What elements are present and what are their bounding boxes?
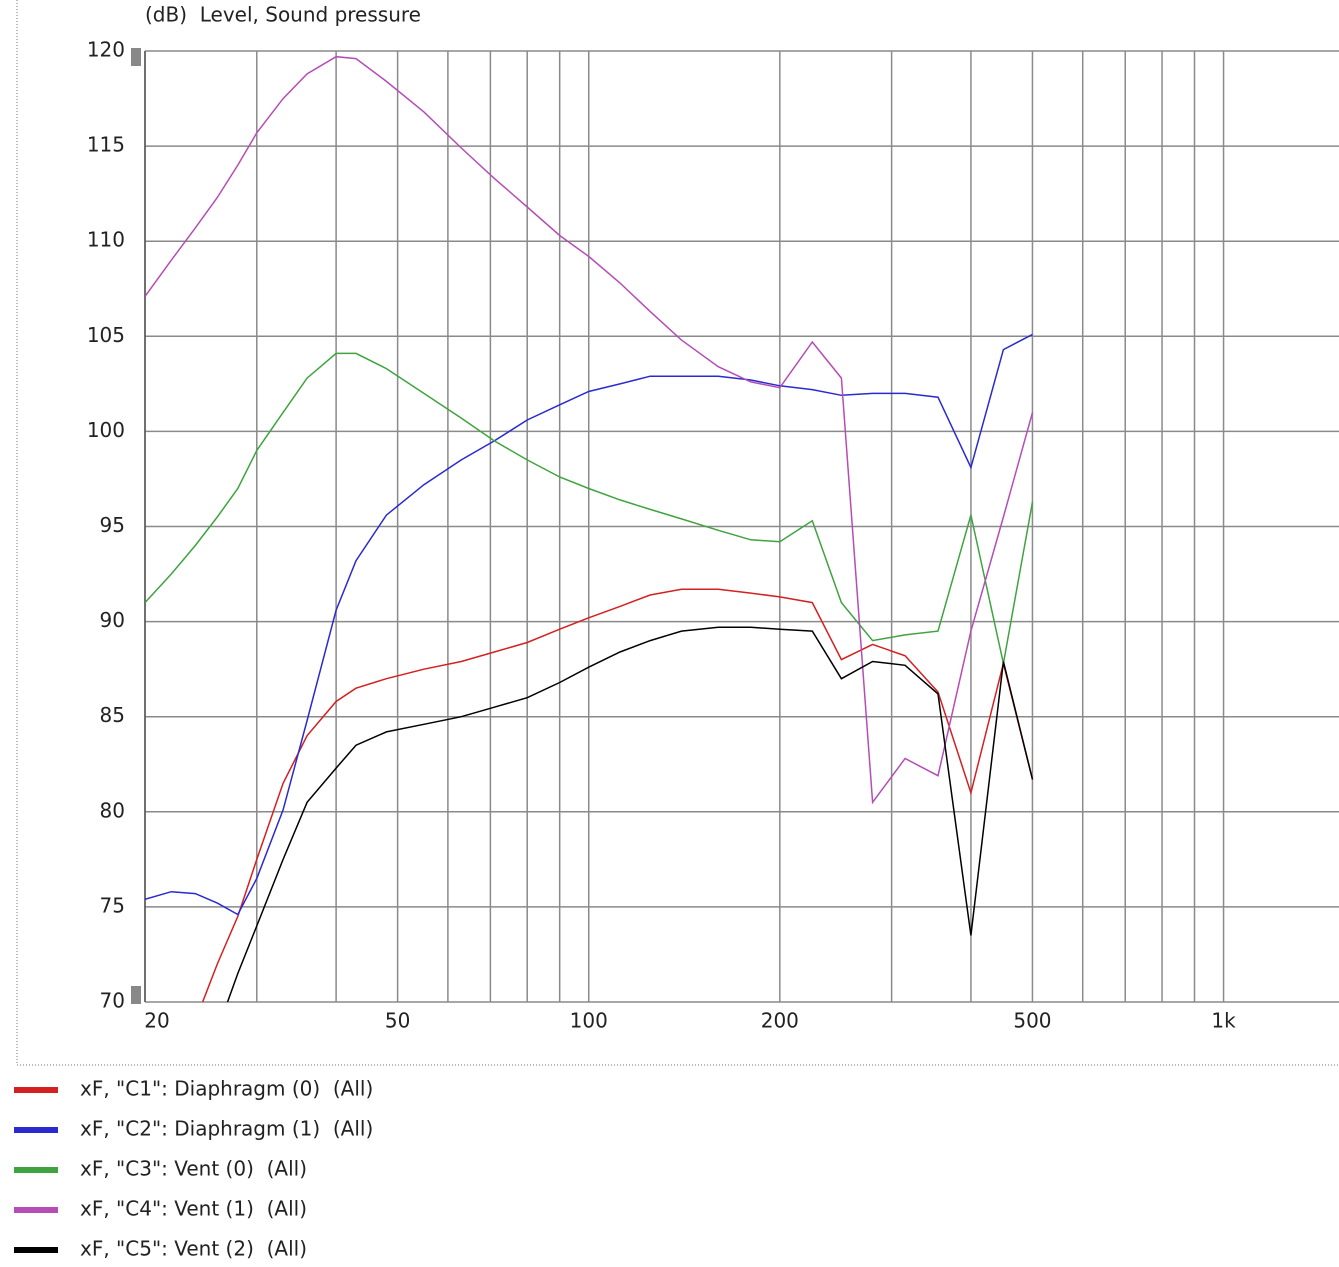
x-tick-label: 20: [144, 1009, 169, 1033]
x-tick-label: 1k: [1211, 1009, 1236, 1033]
y-tick-label: 115: [87, 133, 125, 157]
y-tick-label: 80: [100, 798, 125, 822]
x-tick-label: 200: [761, 1009, 799, 1033]
legend-label: xF, "C3": Vent (0) (All): [80, 1157, 307, 1181]
legend-label: xF, "C1": Diaphragm (0) (All): [80, 1077, 373, 1101]
scroll-thumb[interactable]: [131, 48, 141, 66]
labels: 70 75 80 85 90 95 100 105 110 115 120 20 50 100 200 500…: [87, 38, 1236, 1033]
legend-label: xF, "C2": Diaphragm (1) (All): [80, 1117, 373, 1141]
y-tick-label: 75: [100, 893, 125, 917]
series-line: [226, 626, 1034, 1002]
legend-label: xF, "C4": Vent (1) (All): [80, 1197, 307, 1221]
x-tick-label: 500: [1013, 1009, 1051, 1033]
grid: [144, 50, 1339, 1003]
scroll-thumb[interactable]: [131, 986, 141, 1004]
y-tick-label: 90: [100, 608, 125, 632]
y-tick-label: 120: [87, 38, 125, 62]
legend-label: xF, "C5": Vent (2) (All): [80, 1237, 307, 1261]
y-tick-label: 70: [100, 989, 125, 1013]
series-line: [145, 55, 1034, 805]
y-tick-label: 85: [100, 703, 125, 727]
x-tick-label: 50: [385, 1009, 410, 1033]
legend: xF, "C1": Diaphragm (0) (All) xF, "C2": D…: [14, 1077, 373, 1261]
y-tick-label: 105: [87, 323, 125, 347]
series-line: [145, 333, 1033, 916]
y-tick-label: 100: [87, 418, 125, 442]
y-tick-label: 95: [100, 513, 125, 537]
series-line: [201, 588, 1034, 1002]
plot: [145, 55, 1034, 1002]
chart-title: (dB) Level, Sound pressure: [145, 3, 421, 27]
y-tick-label: 110: [87, 228, 125, 252]
series-line: [145, 352, 1034, 664]
x-tick-label: 100: [570, 1009, 608, 1033]
